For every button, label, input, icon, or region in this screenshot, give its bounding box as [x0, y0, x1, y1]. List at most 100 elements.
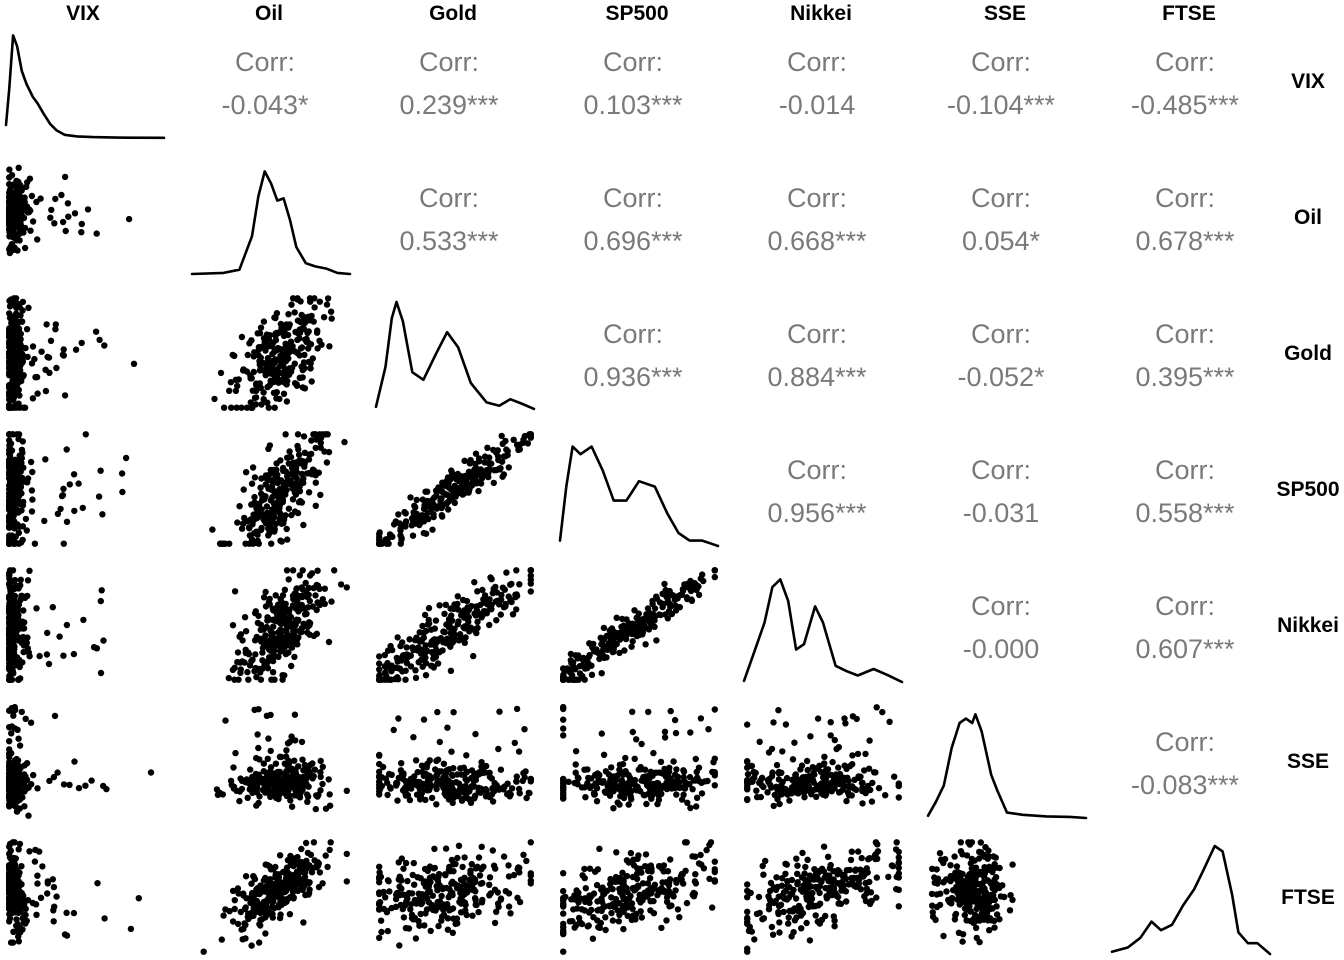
scatter-point: [674, 906, 682, 913]
scatter-point: [256, 505, 264, 512]
scatter-point: [15, 164, 22, 171]
scatter-point: [33, 605, 40, 612]
scatter-point: [34, 880, 41, 887]
scatter-point: [459, 484, 467, 491]
scatter-point: [502, 437, 509, 445]
scatter-point: [278, 490, 285, 497]
panel-oil-ftse: Corr:0.678***: [1135, 183, 1235, 256]
scatter-point: [291, 348, 299, 355]
scatter-point: [298, 605, 306, 612]
scatter-point: [231, 676, 238, 683]
scatter-point: [664, 593, 671, 600]
scatter-point: [671, 716, 679, 724]
scatter-point: [63, 446, 70, 453]
density-curve-sse: [926, 713, 1088, 820]
scatter-point: [412, 757, 420, 764]
scatter-point: [502, 453, 509, 460]
scatter-point: [51, 903, 58, 910]
scatter-point: [301, 761, 309, 769]
scatter-point: [454, 606, 462, 613]
scatter-point: [307, 851, 315, 858]
scatter-point: [300, 521, 307, 529]
scatter-point: [430, 511, 437, 518]
scatter-point: [786, 797, 793, 804]
scatter-point: [604, 646, 611, 653]
scatter-point: [471, 579, 478, 586]
scatter-point: [454, 470, 461, 478]
scatter-point: [7, 588, 14, 596]
scatter-point: [384, 647, 392, 654]
scatter-point: [424, 621, 431, 628]
scatter-point: [606, 627, 613, 634]
panel-sp500-gold: [376, 431, 534, 547]
scatter-point: [8, 604, 15, 611]
scatter-point: [486, 621, 493, 629]
scatter-point: [240, 486, 247, 493]
scatter-point: [711, 567, 718, 574]
scatter-point: [317, 439, 324, 447]
scatter-point: [522, 768, 529, 775]
scatter-point: [711, 868, 718, 876]
scatter-point: [426, 780, 434, 788]
scatter-point: [871, 769, 878, 776]
scatter-point: [476, 872, 484, 879]
scatter-point: [277, 357, 284, 365]
scatter-point: [482, 786, 489, 793]
scatter-point: [622, 780, 630, 788]
scatter-point: [260, 877, 268, 884]
scatter-point: [521, 726, 528, 733]
scatter-point: [472, 730, 479, 738]
scatter-point: [247, 766, 254, 773]
scatter-point: [299, 366, 306, 374]
panel-sse-nikkei: [744, 704, 902, 810]
scatter-point: [20, 214, 28, 222]
scatter-point: [428, 901, 436, 909]
scatter-point: [582, 794, 589, 801]
scatter-point: [681, 839, 689, 846]
scatter-point: [219, 791, 226, 798]
scatter-point: [262, 632, 269, 639]
scatter-point: [472, 901, 479, 908]
scatter-point: [709, 904, 716, 911]
scatter-point: [249, 889, 256, 897]
scatter-point: [442, 845, 450, 852]
scatter-point: [288, 644, 296, 651]
scatter-point: [593, 646, 600, 653]
scatter-point: [458, 797, 466, 804]
scatter-point: [239, 520, 247, 527]
scatter-point: [20, 205, 27, 212]
scatter-point: [408, 890, 416, 897]
scatter-point: [237, 631, 245, 638]
scatter-point: [328, 598, 335, 605]
scatter-point: [283, 525, 290, 533]
scatter-point: [272, 760, 280, 767]
scatter-point: [314, 793, 321, 800]
scatter-point: [436, 768, 443, 775]
scatter-point: [122, 454, 130, 462]
scatter-point: [779, 748, 786, 755]
corr-label: Corr:: [971, 47, 1031, 77]
scatter-point: [422, 530, 430, 537]
scatter-point: [427, 626, 435, 633]
scatter-point: [460, 607, 468, 614]
scatter-point: [270, 607, 277, 614]
scatter-point: [439, 513, 446, 520]
scatter-point: [560, 948, 567, 955]
scatter-point: [277, 648, 284, 655]
scatter-point: [684, 799, 691, 806]
scatter-point: [460, 764, 467, 771]
scatter-point: [620, 925, 627, 933]
scatter-point: [565, 676, 573, 683]
scatter-point: [434, 708, 441, 716]
scatter-point: [454, 600, 461, 608]
scatter-point: [692, 853, 699, 860]
scatter-point: [593, 798, 601, 805]
scatter-point: [628, 643, 635, 650]
scatter-point: [388, 771, 395, 778]
scatter-point: [443, 640, 450, 647]
scatter-point: [463, 752, 470, 759]
scatter-point: [416, 922, 423, 929]
scatter-point: [290, 767, 297, 774]
scatter-point: [376, 899, 384, 906]
